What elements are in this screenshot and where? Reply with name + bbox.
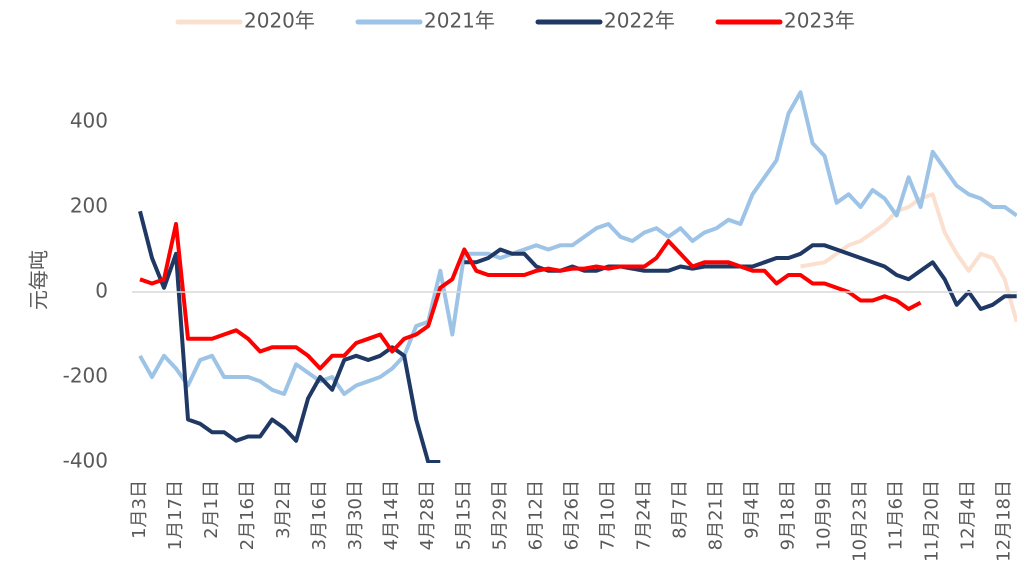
legend-label: 2021年: [424, 9, 495, 33]
x-tick-label: 12月18日: [994, 480, 1015, 562]
series-line: [139, 222, 922, 371]
x-tick-label: 7月10日: [597, 480, 618, 550]
x-tick-label: 12月4日: [958, 480, 979, 550]
x-tick-label: 11月20日: [922, 480, 943, 562]
x-tick-label: 5月15日: [453, 480, 474, 550]
x-tick-label: 3月2日: [273, 480, 294, 539]
x-tick-label: 4月14日: [381, 480, 402, 550]
x-tick-label: 8月7日: [669, 480, 690, 539]
x-tick-label: 1月17日: [165, 480, 186, 550]
y-tick-label: -200: [63, 364, 108, 388]
y-tick-label: -400: [63, 449, 108, 473]
series-line: [138, 210, 1017, 463]
legend-label: 2022年: [604, 9, 675, 33]
x-tick-label: 3月16日: [309, 480, 330, 550]
x-tick-label: 10月23日: [850, 480, 871, 562]
x-tick-label: 9月4日: [742, 480, 763, 539]
y-tick-label: 200: [70, 194, 108, 218]
x-tick-label: 11月6日: [886, 480, 907, 550]
x-tick-label: 5月29日: [489, 480, 510, 550]
x-tick-label: 6月26日: [561, 480, 582, 550]
x-tick-label: 1月3日: [129, 480, 150, 539]
series-line: [800, 192, 1017, 323]
x-tick-label: 9月18日: [778, 480, 799, 550]
legend-label: 2023年: [784, 9, 855, 33]
x-tick-label: 3月30日: [345, 480, 366, 550]
x-tick-label: 2月16日: [237, 480, 258, 550]
x-tick-label: 4月28日: [417, 480, 438, 550]
series-line: [138, 90, 1017, 396]
x-tick-label: 2月1日: [201, 480, 222, 539]
y-tick-label: 0: [95, 279, 108, 303]
legend-label: 2020年: [244, 9, 315, 33]
x-tick-label: 7月24日: [633, 480, 654, 550]
y-tick-label: 400: [70, 109, 108, 133]
y-axis-label: 元每吨: [27, 250, 51, 310]
x-tick-label: 6月12日: [525, 480, 546, 550]
x-tick-label: 8月21日: [705, 480, 726, 550]
x-tick-label: 10月9日: [814, 480, 835, 550]
